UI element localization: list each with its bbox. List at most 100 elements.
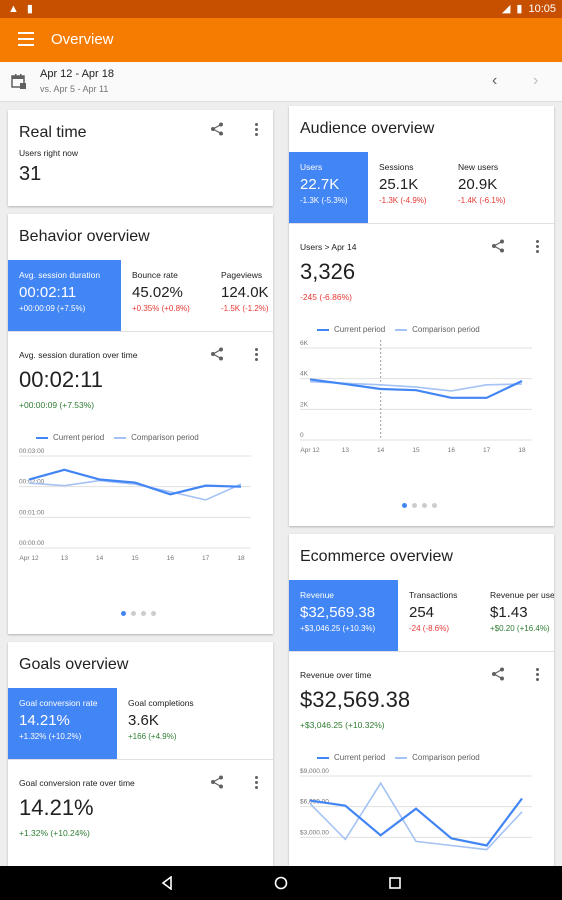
more-options-icon[interactable] bbox=[536, 240, 540, 255]
behavior-overview-card[interactable]: Behavior overview Avg. session duration … bbox=[8, 214, 273, 634]
chart-legend: Current period Comparison period bbox=[317, 753, 480, 762]
y-tick-label: $3,000.00 bbox=[300, 829, 329, 836]
share-icon[interactable] bbox=[491, 239, 505, 253]
series-current-line bbox=[309, 797, 523, 847]
page-indicator bbox=[402, 503, 437, 508]
tab-transactions[interactable]: Transactions 254 -24 (-8.6%) bbox=[409, 590, 458, 633]
metric-value: 00:02:11 bbox=[19, 367, 104, 392]
x-tick-label: 14 bbox=[96, 555, 104, 562]
next-period-button[interactable]: › bbox=[533, 72, 539, 89]
previous-period-button[interactable]: ‹ bbox=[492, 72, 498, 89]
sd-card-icon: ▮ bbox=[26, 3, 33, 15]
metric-value: $32,569.38 bbox=[300, 687, 411, 712]
tab-revenue-per-user[interactable]: Revenue per use $1.43 +$0.20 (+16.4%) bbox=[490, 590, 554, 633]
chart-subtitle: Users > Apr 14 bbox=[300, 242, 357, 252]
legend-current: Current period bbox=[317, 753, 385, 762]
legend-current: Current period bbox=[36, 433, 104, 442]
back-icon[interactable] bbox=[160, 876, 174, 890]
tab-avg-session-duration[interactable]: Avg. session duration 00:02:11 +00:00:09… bbox=[8, 260, 121, 331]
legend-comparison: Comparison period bbox=[114, 433, 199, 442]
tab-bounce-rate[interactable]: Bounce rate 45.02% +0.35% (+0.8%) bbox=[132, 270, 190, 313]
x-tick-label: 16 bbox=[448, 447, 456, 454]
tab-pageviews[interactable]: Pageviews 124.0K -1.5K (-1.2%) bbox=[221, 270, 269, 313]
metric-delta: +00:00:09 (+7.53%) bbox=[19, 400, 95, 410]
chart-subtitle: Revenue over time bbox=[300, 670, 372, 680]
page-title: Overview bbox=[51, 31, 114, 48]
series-comparison-line bbox=[309, 781, 523, 851]
metric-delta: -245 (-6.86%) bbox=[300, 292, 352, 302]
calendar-icon bbox=[11, 74, 26, 89]
system-nav-bar bbox=[0, 866, 562, 900]
warning-icon: ▲ bbox=[8, 2, 19, 15]
chart-legend: Current period Comparison period bbox=[317, 325, 480, 334]
x-tick-label: 17 bbox=[483, 447, 491, 454]
x-tick-label: 18 bbox=[237, 555, 245, 562]
audience-line-chart: 0 2K 4K 6K Apr 12 13 14 15 16 17 18 bbox=[300, 340, 532, 454]
card-title: Behavior overview bbox=[19, 228, 150, 245]
share-icon[interactable] bbox=[210, 122, 224, 136]
comparison-range: vs. Apr 5 - Apr 11 bbox=[40, 84, 109, 94]
date-range-bar[interactable]: Apr 12 - Apr 18 vs. Apr 5 - Apr 11 ‹ › bbox=[0, 62, 562, 102]
page-indicator bbox=[121, 611, 156, 616]
chart-subtitle: Avg. session duration over time bbox=[19, 350, 138, 360]
audience-overview-card[interactable]: Audience overview Users 22.7K -1.3K (-5.… bbox=[289, 106, 554, 526]
clock: 10:05 bbox=[528, 2, 556, 15]
metric-value: 14.21% bbox=[19, 795, 94, 820]
series-current-line bbox=[309, 378, 523, 399]
tab-revenue[interactable]: Revenue $32,569.38 +$3,046.25 (+10.3%) bbox=[289, 580, 398, 651]
y-tick-label: 2K bbox=[300, 401, 309, 408]
goals-overview-card[interactable]: Goals overview Goal conversion rate 14.2… bbox=[8, 642, 273, 872]
realtime-card[interactable]: Real time Users right now 31 bbox=[8, 110, 273, 206]
menu-icon[interactable] bbox=[18, 32, 34, 46]
legend-comparison: Comparison period bbox=[395, 325, 480, 334]
app-bar: Overview bbox=[0, 18, 562, 62]
card-title: Audience overview bbox=[300, 120, 435, 137]
home-icon[interactable] bbox=[274, 876, 288, 890]
series-comparison-line bbox=[28, 479, 242, 501]
ecommerce-overview-card[interactable]: Ecommerce overview Revenue $32,569.38 +$… bbox=[289, 534, 554, 874]
y-tick-label: 00:03:00 bbox=[19, 448, 45, 455]
signal-icon: ◢ bbox=[501, 3, 511, 15]
more-options-icon[interactable] bbox=[255, 348, 259, 363]
tab-sessions[interactable]: Sessions 25.1K -1.3K (-4.9%) bbox=[379, 162, 427, 205]
more-options-icon[interactable] bbox=[255, 776, 259, 791]
status-bar: ▲ ▮ ◢ ▮ 10:05 bbox=[0, 0, 562, 18]
metric-label: Users right now bbox=[19, 148, 79, 158]
metric-value: 31 bbox=[19, 163, 42, 185]
tab-users[interactable]: Users 22.7K -1.3K (-5.3%) bbox=[289, 152, 368, 223]
metric-tabs: Revenue $32,569.38 +$3,046.25 (+10.3%) T… bbox=[289, 580, 554, 652]
x-tick-label: 13 bbox=[61, 555, 69, 562]
chart-legend: Current period Comparison period bbox=[36, 433, 199, 442]
share-icon[interactable] bbox=[210, 347, 224, 361]
more-options-icon[interactable] bbox=[536, 668, 540, 683]
card-title: Ecommerce overview bbox=[300, 548, 453, 565]
x-tick-label: Apr 12 bbox=[19, 555, 39, 562]
card-title: Real time bbox=[19, 124, 87, 141]
chart-subtitle: Goal conversion rate over time bbox=[19, 778, 135, 788]
share-icon[interactable] bbox=[210, 775, 224, 789]
y-tick-label: $9,000.00 bbox=[300, 768, 329, 775]
metric-value: 3,326 bbox=[300, 259, 356, 284]
date-range: Apr 12 - Apr 18 bbox=[40, 68, 114, 80]
x-tick-label: 17 bbox=[202, 555, 210, 562]
x-tick-label: 13 bbox=[342, 447, 350, 454]
legend-comparison: Comparison period bbox=[395, 753, 480, 762]
more-options-icon[interactable] bbox=[255, 123, 259, 138]
metric-tabs: Users 22.7K -1.3K (-5.3%) Sessions 25.1K… bbox=[289, 152, 554, 224]
y-tick-label: 00:02:00 bbox=[19, 479, 45, 486]
tab-goal-conversion-rate[interactable]: Goal conversion rate 14.21% +1.32% (+10.… bbox=[8, 688, 117, 759]
series-current-line bbox=[28, 468, 242, 496]
recents-icon[interactable] bbox=[388, 876, 402, 890]
x-tick-label: Apr 12 bbox=[300, 447, 320, 454]
y-tick-label: 4K bbox=[300, 371, 309, 378]
metric-delta: +$3,046.25 (+10.32%) bbox=[300, 720, 385, 730]
tab-goal-completions[interactable]: Goal completions 3.6K +166 (+4.9%) bbox=[128, 698, 194, 741]
battery-icon: ▮ bbox=[516, 3, 523, 15]
legend-current: Current period bbox=[317, 325, 385, 334]
card-title: Goals overview bbox=[19, 656, 129, 673]
behavior-line-chart: 00:00:00 00:01:00 00:02:00 00:03:00 Apr 12 13… bbox=[19, 448, 251, 562]
share-icon[interactable] bbox=[491, 667, 505, 681]
x-tick-label: 14 bbox=[377, 447, 385, 454]
x-tick-label: 16 bbox=[167, 555, 175, 562]
tab-new-users[interactable]: New users 20.9K -1.4K (-6.1%) bbox=[458, 162, 506, 205]
